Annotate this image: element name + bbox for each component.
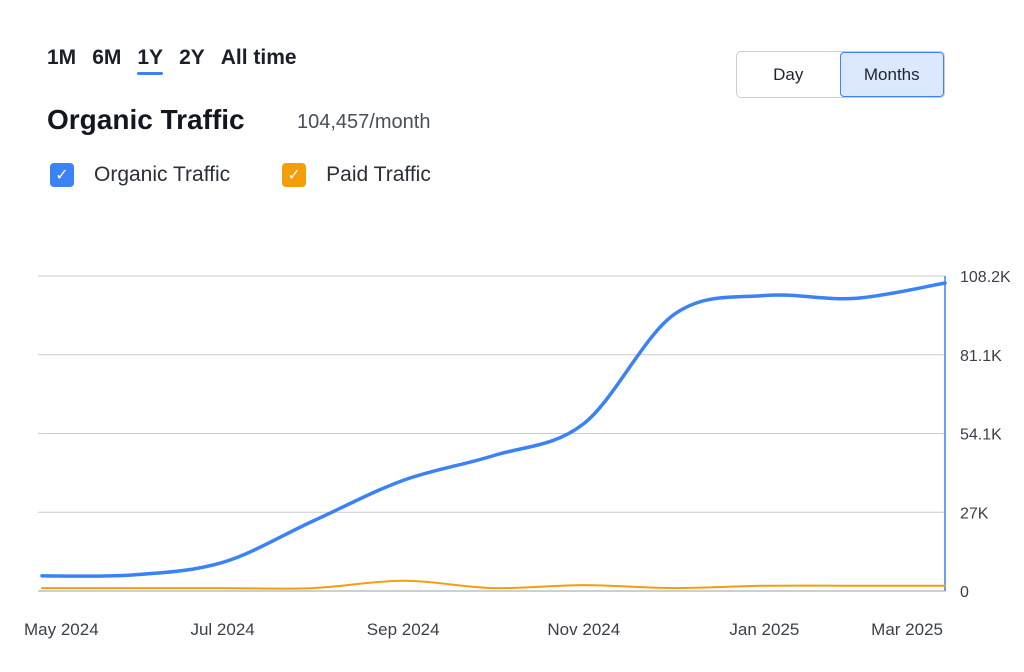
legend-label-paid: Paid Traffic [326,163,431,186]
range-option[interactable]: 6M [92,46,122,69]
range-option[interactable]: 1M [47,46,77,69]
legend-paid[interactable]: ✓ Paid Traffic [282,163,431,187]
paid-traffic-line [41,579,946,590]
organic-traffic-line [40,281,947,578]
y-tick-label: 27K [960,505,989,522]
x-tick-label: Sep 2024 [367,620,440,639]
legend-organic[interactable]: ✓ Organic Traffic [50,163,230,187]
day-button[interactable]: Day [773,64,804,84]
x-tick-label: Jul 2024 [190,620,254,639]
legend: ✓ Organic Traffic ✓ Paid Traffic [50,163,431,187]
x-tick-label: Jan 2025 [729,620,799,639]
y-tick-label: 0 [960,584,969,601]
checkbox-organic-icon[interactable]: ✓ [50,163,74,187]
x-tick-label: Nov 2024 [547,620,620,639]
y-tick-label: 108.2K [960,269,1011,286]
range-option[interactable]: 2Y [179,46,205,69]
legend-label-organic: Organic Traffic [94,163,231,186]
y-tick-label: 81.1K [960,348,1002,365]
x-tick-label: Mar 2025 [871,620,943,639]
months-button[interactable]: Months [839,52,944,97]
traffic-metric: 104,457/month [297,111,431,133]
granularity-toggle: Day Months [736,51,945,98]
range-option[interactable]: 1Y [137,44,163,75]
checkbox-paid-icon[interactable]: ✓ [282,163,307,187]
range-selector: 1M 6M 1Y 2Y All time [47,44,297,75]
chart-title: Organic Traffic [47,104,245,135]
x-tick-label: May 2024 [24,620,99,639]
range-option[interactable]: All time [220,46,297,69]
y-tick-label: 54.1K [960,427,1002,444]
